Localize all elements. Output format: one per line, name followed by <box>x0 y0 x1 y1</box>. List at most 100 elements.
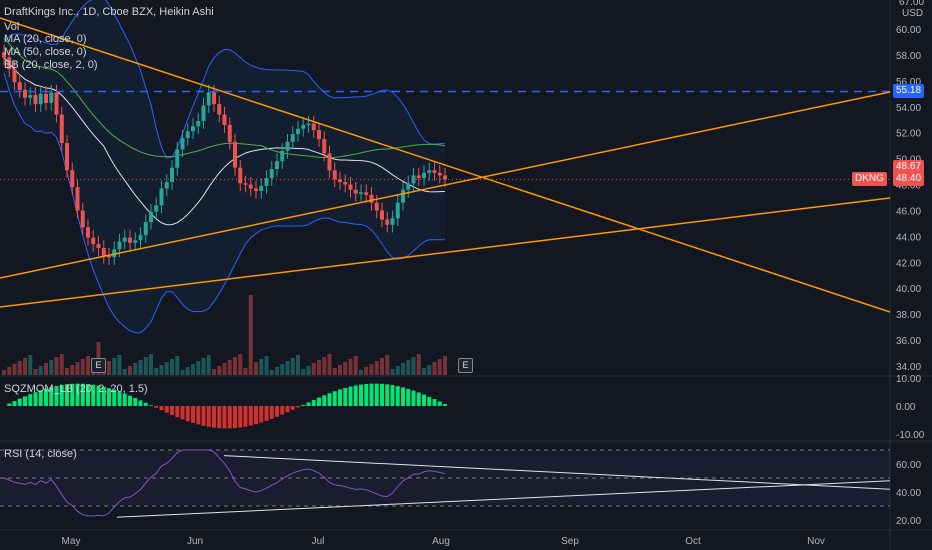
volume-bar <box>28 355 33 375</box>
candle-body <box>301 124 306 129</box>
volume-bar <box>395 366 400 375</box>
volume-bar <box>191 364 195 375</box>
price-tick-label: 67.00 <box>899 0 924 8</box>
volume-bar <box>133 363 138 375</box>
volume-bar <box>290 358 295 375</box>
momentum-bar <box>332 391 337 406</box>
candle-body <box>348 184 353 190</box>
volume-legend[interactable]: Vol <box>4 21 20 33</box>
candle-body <box>86 227 90 238</box>
ma50-legend[interactable]: MA (50, close, 0) <box>4 46 87 58</box>
momentum-bar <box>65 384 69 406</box>
candle-body <box>401 189 405 203</box>
earnings-badge-aug[interactable]: E <box>458 358 473 373</box>
candle-body <box>117 241 122 250</box>
volume-bar <box>359 370 363 375</box>
momentum-bar <box>44 388 48 406</box>
candle-body <box>275 161 279 169</box>
volume-bar <box>54 357 59 375</box>
volume-bar <box>332 368 337 375</box>
candle-body <box>254 188 258 192</box>
volume-bar <box>327 354 332 375</box>
candle-body <box>143 222 148 236</box>
volume-bar <box>416 354 421 375</box>
candle-body <box>411 175 416 184</box>
momentum-bar <box>254 406 258 425</box>
month-label: Jul <box>312 536 325 547</box>
candle-body <box>154 205 159 212</box>
momentum-bar <box>259 406 264 423</box>
volume-bar <box>311 363 316 375</box>
momentum-bar <box>185 406 190 422</box>
candle-body <box>196 121 201 127</box>
momentum-bar <box>217 406 222 429</box>
momentum-bar <box>427 396 432 406</box>
volume-bar <box>227 360 232 375</box>
candle-body <box>138 235 143 241</box>
mom-tick-label: -10.00 <box>896 430 925 441</box>
momentum-bar <box>191 406 195 423</box>
volume-bar <box>107 361 111 375</box>
momentum-bar <box>80 383 85 406</box>
volume-bar <box>206 355 211 375</box>
price-tick-label: 46.00 <box>896 206 921 217</box>
volume-bar <box>33 369 38 375</box>
bb-upper-line <box>3 0 446 159</box>
momentum-bar <box>12 401 17 406</box>
momentum-bar <box>422 394 426 406</box>
bb-legend[interactable]: BB (20, close, 2, 0) <box>4 59 98 71</box>
candle-body <box>322 139 327 154</box>
candle-body <box>206 92 211 106</box>
candle-body <box>317 130 321 140</box>
momentum-bar <box>327 393 332 406</box>
candle-body <box>406 183 411 190</box>
price-tick-label: 54.00 <box>896 103 921 114</box>
volume-bar <box>154 368 159 375</box>
momentum-bar <box>306 402 311 406</box>
candle-body <box>264 178 269 186</box>
rsi-tick-label: 20.00 <box>896 516 921 527</box>
candle-body <box>374 202 379 211</box>
momentum-bar <box>138 400 143 406</box>
volume-bar <box>390 369 395 375</box>
candle-body <box>44 93 48 103</box>
mom-tick-label: 0.00 <box>896 402 916 413</box>
last-price-tag: 48.40 <box>893 172 925 186</box>
volume-bar <box>128 366 132 375</box>
volume-bar <box>86 356 90 375</box>
earnings-badge-may[interactable]: E <box>91 358 106 373</box>
chart-title: DraftKings Inc., 1D, Cboe BZX, Heikin As… <box>4 6 214 18</box>
candle-body <box>185 131 190 138</box>
candle-body <box>390 218 395 225</box>
volume-bar <box>23 358 27 375</box>
volume-bar <box>301 369 306 375</box>
volume-bar <box>374 361 379 375</box>
momentum-bar <box>280 406 285 415</box>
candle-body <box>112 249 117 258</box>
momentum-bar <box>170 406 174 416</box>
volume-bar <box>233 357 237 375</box>
momentum-bar <box>343 387 348 406</box>
volume-bar <box>222 363 227 375</box>
price-tick-label: 38.00 <box>896 310 921 321</box>
candle-body <box>80 210 85 228</box>
candle-body <box>75 187 80 211</box>
candle-body <box>238 167 243 184</box>
candle-body <box>422 172 426 179</box>
volume-bar <box>196 361 201 375</box>
momentum-bar <box>432 399 437 406</box>
momentum-bar <box>107 388 111 406</box>
volume-bar <box>2 370 6 375</box>
candle-body <box>159 188 164 206</box>
momentum-bar <box>7 403 12 406</box>
price-tick-label: 34.00 <box>896 362 921 373</box>
rsi-legend[interactable]: RSI (14, close) <box>4 448 77 460</box>
momentum-bar <box>359 384 363 406</box>
momentum-bar <box>86 384 90 406</box>
momentum-bar <box>128 395 132 406</box>
ma20-legend[interactable]: MA (20, close, 0) <box>4 33 87 45</box>
sqzmom-legend[interactable]: SQZMOM_LB (20, 2, 20, 1.5) <box>4 383 148 395</box>
trendline-rising-upper <box>0 91 891 279</box>
candle-body <box>395 202 400 219</box>
